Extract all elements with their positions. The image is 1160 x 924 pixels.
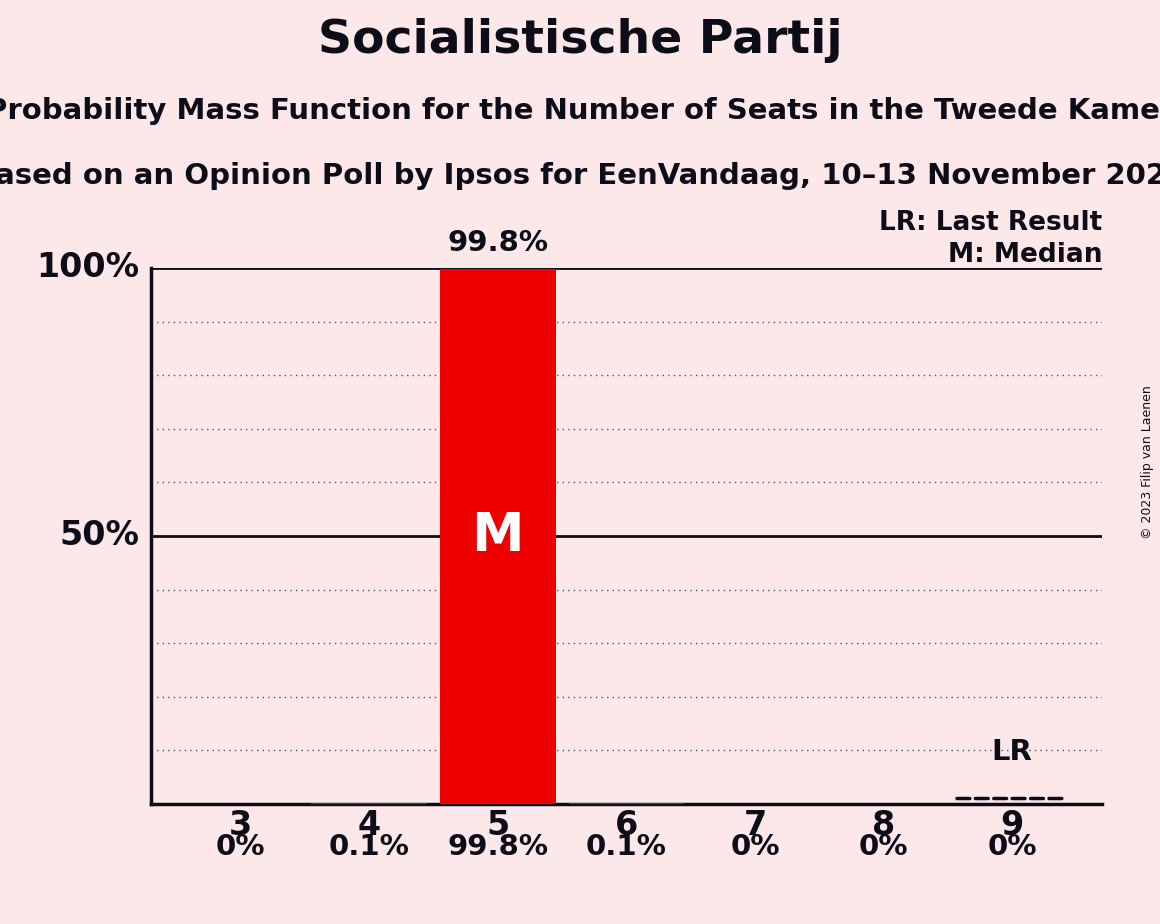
Text: Probability Mass Function for the Number of Seats in the Tweede Kamer: Probability Mass Function for the Number…: [0, 97, 1160, 125]
Text: 0%: 0%: [216, 833, 266, 861]
Text: 50%: 50%: [59, 519, 139, 553]
Text: 0.1%: 0.1%: [329, 833, 409, 861]
Text: Socialistische Partij: Socialistische Partij: [318, 18, 842, 64]
Text: M: Median: M: Median: [948, 242, 1102, 268]
Text: 0%: 0%: [987, 833, 1037, 861]
Text: 0%: 0%: [730, 833, 780, 861]
Text: 99.8%: 99.8%: [448, 229, 549, 257]
Text: 100%: 100%: [36, 251, 139, 285]
Text: M: M: [472, 510, 524, 562]
Bar: [440, 269, 556, 804]
Text: © 2023 Filip van Laenen: © 2023 Filip van Laenen: [1141, 385, 1154, 539]
Text: LR: Last Result: LR: Last Result: [879, 210, 1102, 236]
Text: LR: LR: [992, 738, 1032, 766]
Text: 0.1%: 0.1%: [586, 833, 667, 861]
Text: Based on an Opinion Poll by Ipsos for EenVandaag, 10–13 November 2023: Based on an Opinion Poll by Ipsos for Ee…: [0, 162, 1160, 189]
Text: 0%: 0%: [858, 833, 908, 861]
Text: 99.8%: 99.8%: [448, 833, 549, 861]
